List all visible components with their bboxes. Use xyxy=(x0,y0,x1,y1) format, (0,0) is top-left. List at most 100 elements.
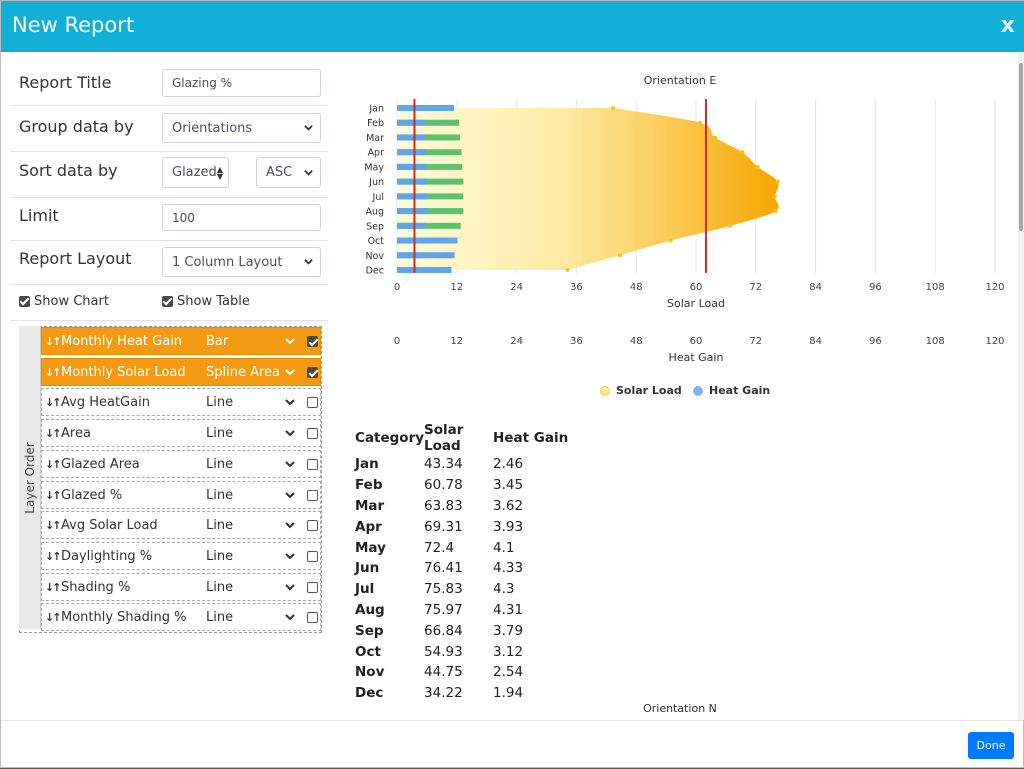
solar-load-point[interactable] xyxy=(713,135,718,140)
chevron-down-icon[interactable] xyxy=(285,398,295,406)
layer-type-select[interactable]: Bar xyxy=(206,334,229,349)
solar-load-point[interactable] xyxy=(772,194,777,199)
layer-type-select[interactable]: Line xyxy=(206,610,234,626)
layer-type-select[interactable]: Line xyxy=(206,456,234,472)
legend-item-solar-load[interactable]: Solar Load xyxy=(600,384,682,397)
layer-type-select[interactable]: Line xyxy=(206,548,234,564)
layer-visible-checkbox[interactable] xyxy=(307,458,318,470)
solar-load-point[interactable] xyxy=(618,253,623,258)
layer-item[interactable]: ↓↑ Monthly Shading % Line xyxy=(41,603,321,632)
drag-handle-icon[interactable]: ↓↑ xyxy=(45,611,62,625)
layer-item[interactable]: ↓↑ Avg HeatGain Line xyxy=(41,388,321,417)
chevron-down-icon[interactable] xyxy=(285,460,295,468)
layer-item[interactable]: ↓↑ Monthly Solar Load Spline Area xyxy=(41,357,321,386)
layer-item[interactable]: ↓↑ Area Line xyxy=(41,419,321,448)
layer-visible-checkbox[interactable] xyxy=(307,397,318,409)
chevron-down-icon[interactable] xyxy=(285,491,295,499)
drag-handle-icon[interactable]: ↓↑ xyxy=(45,488,62,502)
heat-gain-bar[interactable] xyxy=(397,119,460,126)
chevron-down-icon[interactable] xyxy=(285,613,295,621)
show-chart-checkbox[interactable] xyxy=(19,296,30,307)
solar-load-point[interactable] xyxy=(728,223,733,228)
heat-gain-bar-segment xyxy=(397,163,427,170)
drag-handle-icon[interactable]: ↓↑ xyxy=(45,549,62,563)
y-tick-label: May xyxy=(364,162,384,173)
show-table-checkbox[interactable] xyxy=(162,296,173,307)
solar-load-point[interactable] xyxy=(668,238,673,243)
heat-gain-bar[interactable] xyxy=(397,178,464,185)
drag-handle-icon[interactable]: ↓↑ xyxy=(45,335,62,348)
chevron-down-icon[interactable] xyxy=(285,429,295,437)
solar-load-point[interactable] xyxy=(755,164,760,169)
cell-category: Feb xyxy=(355,477,383,494)
show-chart-toggle[interactable]: Show Chart xyxy=(19,294,109,309)
scrollbar-track[interactable] xyxy=(1018,52,1024,720)
heat-gain-bar[interactable] xyxy=(397,208,464,215)
chevron-down-icon[interactable] xyxy=(285,521,295,529)
heat-gain-bar[interactable] xyxy=(397,252,455,259)
cell-heat-gain: 3.79 xyxy=(493,622,524,639)
scrollbar-thumb[interactable] xyxy=(1019,63,1023,231)
heat-gain-bar[interactable] xyxy=(397,105,455,111)
layer-type-select[interactable]: Line xyxy=(206,579,234,595)
solar-load-point[interactable] xyxy=(775,179,780,184)
report-layout-select[interactable]: 1 Column Layout xyxy=(162,247,321,277)
drag-handle-icon[interactable]: ↓↑ xyxy=(45,519,62,533)
limit-input[interactable]: 100 xyxy=(162,204,321,231)
layer-type-select[interactable]: Line xyxy=(206,518,234,534)
heat-gain-bar[interactable] xyxy=(397,163,463,170)
sort-field-select[interactable]: Glazed ▲ ▼ xyxy=(162,157,229,188)
chevron-down-icon[interactable] xyxy=(285,583,295,591)
layer-type-select[interactable]: Line xyxy=(206,487,234,503)
layer-item[interactable]: ↓↑ Monthly Heat Gain Bar xyxy=(41,327,321,355)
drag-handle-icon[interactable]: ↓↑ xyxy=(45,427,62,441)
layer-type-select[interactable]: Spline Area xyxy=(206,364,281,380)
heat-gain-bar[interactable] xyxy=(397,149,462,156)
layer-item[interactable]: ↓↑ Avg Solar Load Line xyxy=(41,511,321,540)
layer-visible-checkbox[interactable] xyxy=(307,489,318,501)
heat-gain-bar[interactable] xyxy=(397,222,461,229)
drag-handle-icon[interactable]: ↓↑ xyxy=(45,365,62,379)
layer-item[interactable]: ↓↑ Glazed % Line xyxy=(41,480,321,509)
col-header-solar-load: Solar Load xyxy=(424,422,464,454)
layer-visible-checkbox[interactable] xyxy=(307,428,318,440)
legend-item-heat-gain[interactable]: Heat Gain xyxy=(693,384,770,397)
heat-gain-bar[interactable] xyxy=(397,237,458,244)
limit-label: Limit xyxy=(19,206,59,225)
layer-item[interactable]: ↓↑ Shading % Line xyxy=(41,572,321,601)
chevron-down-icon[interactable] xyxy=(285,552,295,560)
show-table-toggle[interactable]: Show Table xyxy=(162,294,250,309)
solar-load-point[interactable] xyxy=(565,268,570,272)
layer-visible-checkbox[interactable] xyxy=(307,581,318,593)
heat-gain-bar[interactable] xyxy=(397,267,452,273)
group-by-select[interactable]: Orientations xyxy=(162,113,321,143)
solar-load-point[interactable] xyxy=(697,120,702,125)
drag-handle-icon[interactable]: ↓↑ xyxy=(45,396,62,410)
solar-load-point[interactable] xyxy=(773,209,778,214)
heat-gain-bar[interactable] xyxy=(397,134,460,141)
report-title-input[interactable]: Glazing % xyxy=(162,69,321,97)
layer-visible-checkbox[interactable] xyxy=(307,612,318,624)
layer-visible-checkbox[interactable] xyxy=(307,520,318,532)
chevron-down-icon[interactable] xyxy=(285,368,295,376)
sort-order-select[interactable]: ASC xyxy=(256,157,321,188)
solar-load-area[interactable] xyxy=(397,108,779,270)
layer-visible-checkbox[interactable] xyxy=(307,336,318,347)
layer-visible-checkbox[interactable] xyxy=(307,366,318,378)
layer-item[interactable]: ↓↑ Daylighting % Line xyxy=(41,541,321,570)
drag-handle-icon[interactable]: ↓↑ xyxy=(45,580,62,594)
done-button[interactable]: Done xyxy=(968,732,1014,759)
layer-item[interactable]: ↓↑ Glazed Area Line xyxy=(41,449,321,478)
x-tick-label-solar: 24 xyxy=(510,282,523,293)
heat-gain-bar[interactable] xyxy=(397,193,464,200)
x-tick-label-heat: 24 xyxy=(510,336,523,347)
layer-type-select[interactable]: Line xyxy=(206,426,234,442)
layer-visible-checkbox[interactable] xyxy=(307,550,318,562)
chevron-down-icon[interactable] xyxy=(285,337,295,345)
y-tick-label: Sep xyxy=(366,221,384,232)
solar-load-point[interactable] xyxy=(740,150,745,155)
close-icon[interactable]: x xyxy=(1000,13,1015,38)
drag-handle-icon[interactable]: ↓↑ xyxy=(45,457,62,471)
layer-type-select[interactable]: Line xyxy=(206,395,234,411)
solar-load-point[interactable] xyxy=(610,106,615,110)
